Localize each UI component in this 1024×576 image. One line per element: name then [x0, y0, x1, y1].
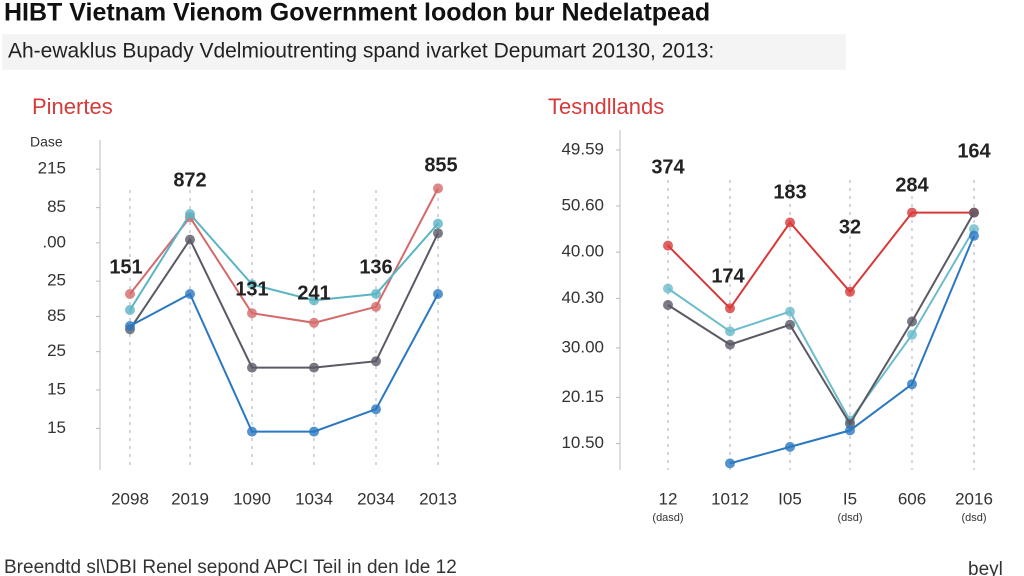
x-tick-note: (dsd): [961, 512, 986, 524]
data-point: [907, 316, 917, 327]
x-tick-note: (dasd): [652, 512, 683, 524]
annotation: 855: [424, 154, 457, 176]
y-tick-label: .00: [42, 232, 66, 251]
x-tick-label: 606: [898, 489, 926, 508]
y-tick-label: 10.50: [561, 433, 604, 452]
annotation: 241: [297, 282, 330, 304]
data-point: [247, 279, 257, 290]
series-line: [129, 292, 439, 433]
x-tick-label: 2098: [111, 489, 149, 508]
annotation: 374: [651, 156, 685, 178]
x-tick-label: 1012: [711, 489, 749, 508]
x-tick-label: 1090: [233, 489, 271, 508]
data-point: [433, 289, 443, 299]
data-point: [725, 303, 735, 314]
y-axis-label: Dase: [30, 134, 63, 150]
data-point: [371, 356, 381, 367]
footer-text: Breendtd sl\DBI Renel sepond APCI Teil i…: [4, 557, 457, 576]
y-tick-label: 15: [47, 418, 66, 437]
data-point: [969, 207, 979, 218]
data-point: [433, 218, 443, 229]
y-tick-label: 20.15: [561, 387, 604, 406]
data-point: [371, 301, 381, 312]
data-point: [785, 217, 795, 228]
y-tick-label: 25: [47, 341, 66, 360]
data-point: [785, 319, 795, 330]
y-tick-label: 50.60: [561, 195, 604, 214]
data-point: [185, 234, 195, 245]
data-point: [785, 441, 795, 452]
data-point: [185, 209, 195, 219]
data-point: [125, 289, 135, 299]
x-tick-label: 1034: [295, 489, 333, 508]
y-tick-label: 85: [47, 197, 66, 216]
y-tick-label: 30.00: [561, 337, 604, 356]
series-line: [667, 228, 975, 423]
y-tick-label: 49.59: [561, 139, 604, 158]
data-point: [309, 317, 319, 328]
y-tick-label: 25: [47, 271, 66, 290]
data-point: [663, 300, 673, 310]
data-point: [247, 362, 257, 373]
data-point: [969, 230, 979, 241]
data-point: [725, 326, 735, 337]
data-point: [907, 207, 917, 218]
data-point: [371, 404, 381, 415]
x-tick-label: 2016: [955, 489, 993, 508]
chart-title: Tesndllands: [548, 94, 664, 119]
x-tick-label: 2013: [419, 489, 457, 508]
annotation: 151: [109, 256, 142, 278]
annotation: 131: [235, 278, 268, 300]
y-tick-label: 40.00: [561, 242, 604, 261]
series-line: [129, 232, 439, 369]
annotation: 32: [839, 216, 861, 238]
data-point: [907, 379, 917, 390]
annotation: 164: [957, 140, 991, 162]
x-tick-label: 2034: [357, 489, 395, 508]
data-point: [725, 339, 735, 350]
y-tick-label: 215: [38, 159, 66, 178]
data-point: [125, 321, 135, 331]
series-line: [667, 211, 974, 310]
data-point: [845, 286, 855, 297]
data-point: [907, 329, 917, 340]
y-tick-label: 40.30: [561, 288, 604, 307]
annotation: 174: [711, 265, 745, 287]
y-tick-label: 85: [47, 306, 66, 325]
footer-note: beyl: [968, 559, 1003, 576]
data-point: [309, 362, 319, 373]
y-tick-label: 15: [47, 379, 66, 398]
x-tick-label: I5: [843, 489, 857, 508]
data-point: [785, 306, 795, 317]
data-point: [845, 425, 855, 436]
data-point: [663, 240, 673, 251]
page-title: HIBT Vietnam Vienom Government loodon bu…: [4, 0, 710, 27]
page-subtitle: Ah-ewaklus Bupady Vdelmioutrenting spand…: [8, 40, 714, 63]
data-point: [725, 458, 735, 469]
series-line: [667, 212, 975, 426]
annotation: 183: [773, 181, 806, 203]
annotation: 872: [173, 169, 206, 191]
subtitle-box: [2, 34, 846, 70]
data-point: [663, 283, 673, 294]
x-tick-label: 2019: [171, 489, 209, 508]
chart-title: Pinertes: [32, 94, 113, 119]
data-point: [125, 305, 135, 315]
data-point: [247, 308, 257, 319]
data-point: [247, 426, 257, 437]
data-point: [309, 295, 319, 306]
series-line: [129, 212, 439, 311]
x-tick-label: I05: [778, 489, 802, 508]
data-point: [309, 426, 319, 437]
x-tick-label: 12: [659, 489, 678, 508]
data-point: [433, 183, 443, 194]
data-point: [433, 228, 443, 239]
annotation: 284: [895, 174, 929, 196]
data-point: [371, 289, 381, 299]
x-tick-note: (dsd): [837, 512, 862, 524]
annotation: 136: [359, 256, 392, 278]
data-point: [185, 289, 195, 299]
